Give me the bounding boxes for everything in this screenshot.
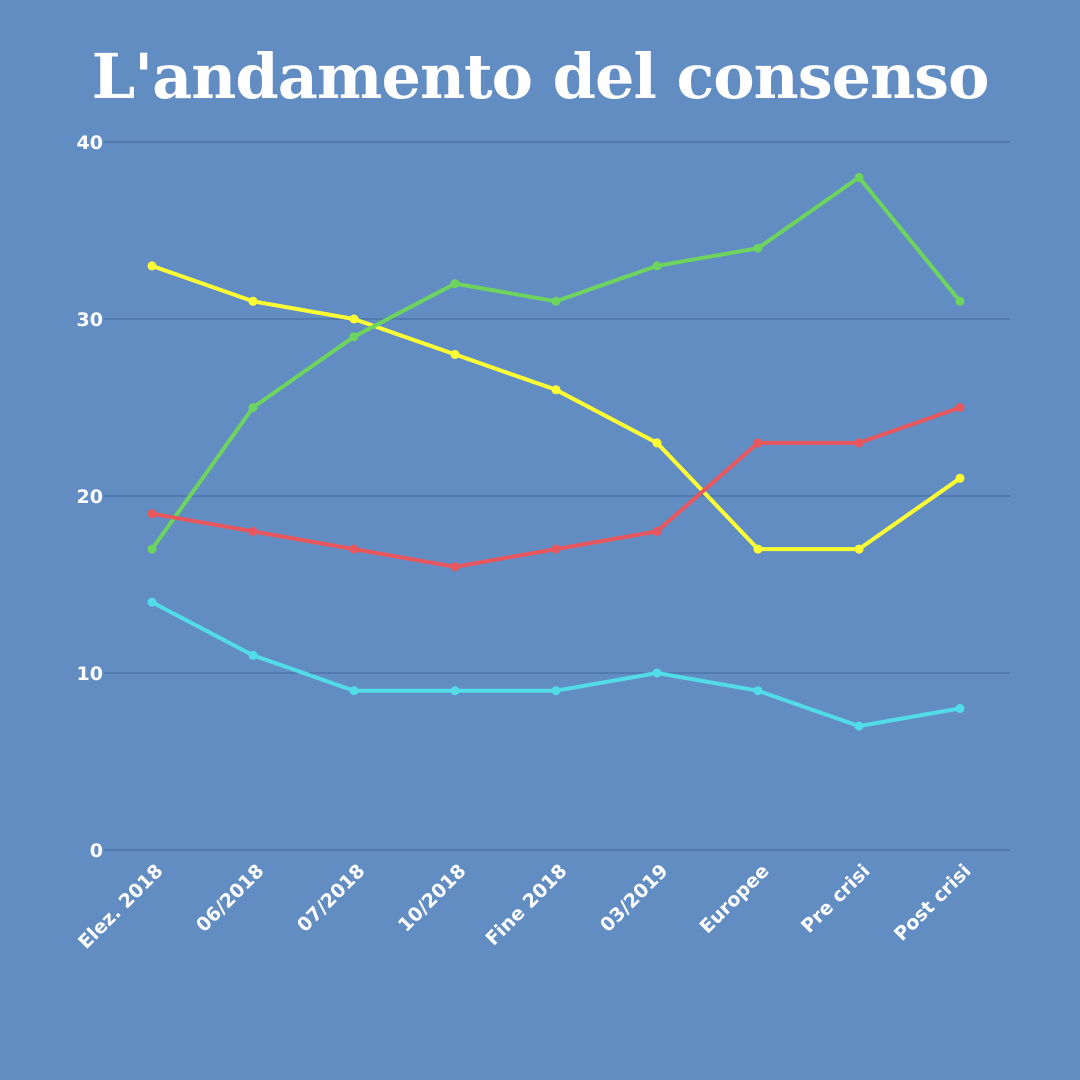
series-line-2 xyxy=(150,175,962,552)
x-tick-label: 03/2019 xyxy=(596,860,673,937)
data-point xyxy=(551,296,561,306)
data-point xyxy=(450,349,460,359)
data-point xyxy=(753,544,763,554)
x-tick-label: Post crisi xyxy=(890,860,976,946)
series-lines xyxy=(150,175,962,729)
data-point xyxy=(854,721,864,731)
y-tick-label: 10 xyxy=(77,663,103,685)
data-point xyxy=(753,243,763,253)
data-point xyxy=(551,544,561,554)
data-point xyxy=(248,526,258,536)
data-point xyxy=(955,703,965,713)
data-point xyxy=(753,438,763,448)
x-tick-label: 10/2018 xyxy=(394,860,471,937)
data-point xyxy=(349,544,359,554)
data-point xyxy=(147,597,157,607)
series-line-4 xyxy=(150,600,962,729)
data-point xyxy=(551,385,561,395)
data-point xyxy=(450,686,460,696)
data-point xyxy=(349,686,359,696)
data-point xyxy=(652,438,662,448)
data-point xyxy=(248,403,258,412)
data-point xyxy=(248,650,258,660)
data-point xyxy=(955,473,965,483)
x-tick-label: Pre crisi xyxy=(797,860,875,938)
x-tick-label: Fine 2018 xyxy=(481,860,571,950)
data-point xyxy=(854,544,864,554)
gridlines xyxy=(104,141,1010,851)
data-point xyxy=(955,403,965,412)
x-tick-label: Elez. 2018 xyxy=(74,860,167,953)
series-line-3 xyxy=(150,405,962,569)
data-point xyxy=(652,261,662,271)
x-axis-ticks: Elez. 2018 06/2018 07/2018 10/2018 Fine 2018… xyxy=(74,860,975,953)
series-line-1 xyxy=(150,263,962,552)
data-point xyxy=(450,279,460,289)
x-tick-label: Europee xyxy=(696,860,774,938)
data-point xyxy=(652,668,662,678)
data-point xyxy=(147,261,157,271)
y-tick-label: 40 xyxy=(77,132,103,154)
data-point xyxy=(349,314,359,324)
chart-title: L'andamento del consenso xyxy=(91,40,990,113)
data-point xyxy=(551,686,561,696)
x-tick-label: 06/2018 xyxy=(192,860,269,937)
series-points xyxy=(147,172,965,731)
data-point xyxy=(854,438,864,448)
data-point xyxy=(147,509,157,519)
data-point xyxy=(652,526,662,536)
y-tick-label: 30 xyxy=(77,309,103,331)
data-point xyxy=(248,296,258,306)
y-tick-label: 20 xyxy=(77,486,103,508)
data-point xyxy=(349,332,359,342)
x-tick-label: 07/2018 xyxy=(293,860,370,937)
data-point xyxy=(854,172,864,182)
y-axis-ticks: 0 10 20 30 40 xyxy=(77,132,103,862)
data-point xyxy=(147,544,157,554)
data-point xyxy=(450,562,460,572)
data-point xyxy=(753,686,763,696)
data-point xyxy=(955,296,965,306)
y-tick-label: 0 xyxy=(90,840,103,862)
